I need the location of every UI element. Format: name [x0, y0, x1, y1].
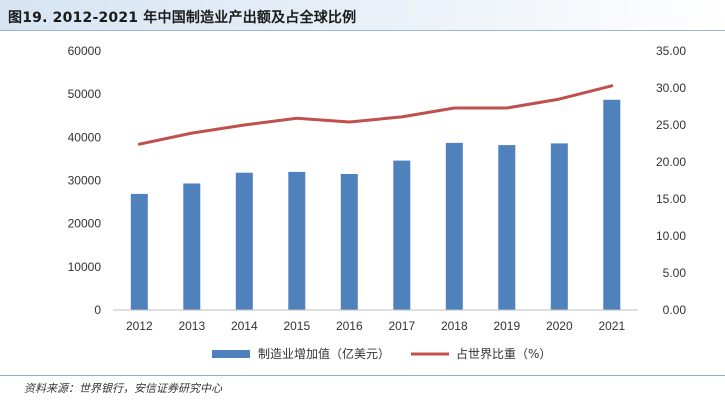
- y-right-tick-label: 15.00: [656, 192, 686, 206]
- legend-swatch-bar: [212, 350, 250, 358]
- bar-2019: [498, 145, 516, 310]
- x-tick-label-2018: 2018: [441, 319, 468, 333]
- y-left-tick-label: 0: [94, 303, 101, 317]
- x-tick-label-2017: 2017: [388, 319, 415, 333]
- legend-label-line: 占世界比重（%）: [456, 346, 551, 361]
- x-tick-label-2015: 2015: [283, 319, 310, 333]
- y-left-tick-label: 30000: [68, 174, 102, 188]
- y-left-tick-label: 60000: [68, 44, 102, 58]
- x-tick-label-2021: 2021: [598, 319, 625, 333]
- x-tick-label-2019: 2019: [493, 319, 520, 333]
- y-right-tick-label: 25.00: [656, 118, 686, 132]
- legend: 制造业增加值（亿美元） 占世界比重（%）: [212, 346, 551, 361]
- axes: 2012 2013 2014 2015 2016 2017 2018 2019 2020 2021…: [68, 44, 687, 333]
- x-tick-label-2012: 2012: [126, 319, 153, 333]
- x-tick-label-2013: 2013: [178, 319, 205, 333]
- y-right-tick-label: 35.00: [656, 44, 686, 58]
- y-right-tick-label: 30.00: [656, 81, 686, 95]
- x-tick-label-2016: 2016: [336, 319, 363, 333]
- x-tick-label-2014: 2014: [231, 319, 258, 333]
- y-right-tick-label: 0.00: [663, 303, 687, 317]
- header-divider: [0, 30, 725, 31]
- bar-2012: [130, 193, 148, 310]
- bar-series: [130, 99, 621, 310]
- bar-2021: [603, 99, 621, 310]
- y-right-tick-label: 5.00: [663, 266, 687, 280]
- bar-2018: [445, 142, 463, 310]
- y-left-tick-label: 20000: [68, 217, 102, 231]
- y-left-tick-label: 40000: [68, 130, 102, 144]
- bar-2020: [550, 143, 568, 310]
- source-note: 资料来源：世界银行，安信证券研究中心: [24, 382, 222, 395]
- chart-title: 图19. 2012-2021 年中国制造业产出额及占全球比例: [8, 10, 357, 26]
- bar-2014: [235, 172, 253, 310]
- y-right-tick-label: 10.00: [656, 229, 686, 243]
- bar-2013: [183, 183, 201, 310]
- footer-divider: [0, 375, 725, 376]
- y-right-tick-label: 20.00: [656, 155, 686, 169]
- bar-2017: [393, 160, 411, 310]
- y-left-tick-label: 50000: [68, 87, 102, 101]
- header-band: [0, 0, 725, 30]
- bar-2016: [340, 174, 358, 310]
- legend-label-bar: 制造业增加值（亿美元）: [258, 346, 390, 361]
- line-share-of-world: [137, 84, 614, 146]
- y-left-tick-label: 10000: [68, 260, 102, 274]
- line-series: [137, 84, 614, 146]
- x-tick-label-2020: 2020: [546, 319, 573, 333]
- bar-2015: [288, 171, 306, 310]
